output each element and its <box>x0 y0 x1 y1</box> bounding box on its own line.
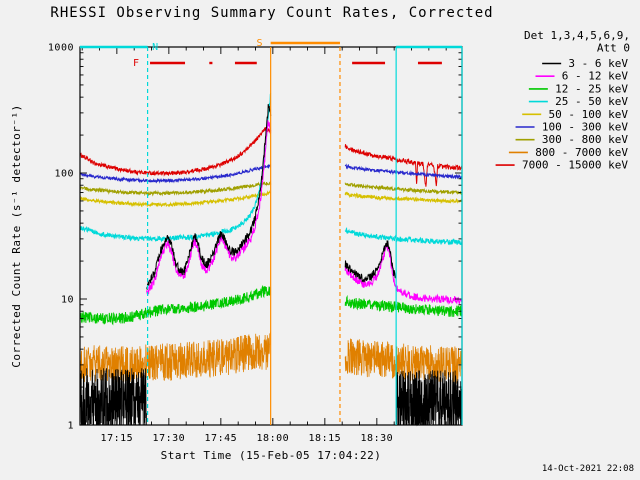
series-line-50-100 <box>344 191 463 205</box>
series-line-100-300 <box>79 163 271 184</box>
legend-label-100-300: 100 - 300 keV <box>542 121 628 134</box>
y-tick-label: 1 <box>67 421 74 432</box>
event-lines-group <box>146 47 463 425</box>
legend-label-300-800: 300 - 800 keV <box>542 133 628 146</box>
series-line-25-50 <box>344 227 463 246</box>
night-flag-label: N <box>152 42 158 53</box>
flag-bars-group: N F S <box>80 38 462 69</box>
series-line-100-300 <box>344 163 463 180</box>
series-line-800-7000 <box>79 331 271 384</box>
x-tick-label: 17:15 <box>101 433 134 444</box>
series-line-7000-15000 <box>79 127 272 177</box>
ticks-group: 17:15 17:30 17:45 18:00 18:15 18:30 1 10 100 1000 <box>48 43 462 444</box>
legend-label-3-6: 3 - 6 keV <box>568 57 628 70</box>
y-axis-label: Corrected Count Rate (s⁻¹ detector⁻¹) <box>10 104 23 368</box>
y-tick-label: 100 <box>54 169 74 180</box>
flare-flag-label: F <box>133 58 139 69</box>
legend-header-detectors: Det 1,3,4,5,6,9, <box>524 29 630 42</box>
legend-label-12-25: 12 - 25 keV <box>555 82 628 95</box>
series-line-300-800 <box>79 180 272 197</box>
y-tick-label: 10 <box>61 295 74 306</box>
legend-label-800-7000: 800 - 7000 keV <box>535 146 628 159</box>
y-tick-label: 1000 <box>48 43 74 54</box>
x-axis-label: Start Time (15-Feb-05 17:04:22) <box>161 449 382 462</box>
series-line-50-100 <box>79 190 272 208</box>
chart-title: RHESSI Observing Summary Count Rates, Co… <box>50 5 493 21</box>
x-tick-label: 18:15 <box>309 433 342 444</box>
x-tick-label: 18:00 <box>257 433 290 444</box>
series-line-3-6 <box>344 240 397 283</box>
legend-label-6-12: 6 - 12 keV <box>562 70 629 83</box>
series-line-300-800 <box>344 182 463 196</box>
x-tick-label: 18:30 <box>361 433 394 444</box>
series-line-3-6 <box>395 370 463 427</box>
legend-header-attenuator: Att 0 <box>597 42 630 55</box>
series-line-12-25 <box>344 294 463 317</box>
legend-label-7000-15000: 7000 - 15000 keV <box>522 159 628 172</box>
x-tick-label: 17:45 <box>205 433 238 444</box>
series-line-12-25 <box>79 284 272 326</box>
legend-label-50-100: 50 - 100 keV <box>549 108 629 121</box>
series-group <box>79 93 463 427</box>
creation-timestamp: 14-Oct-2021 22:08 <box>542 464 634 474</box>
series-line-25-50 <box>79 93 272 243</box>
series-line-800-7000 <box>344 338 463 384</box>
legend-label-25-50: 25 - 50 keV <box>555 95 628 108</box>
series-line-7000-15000 <box>344 144 463 187</box>
series-line-3-6 <box>146 104 272 290</box>
x-tick-label: 17:30 <box>153 433 186 444</box>
saa-flag-label: S <box>256 38 262 49</box>
series-line-6-12 <box>344 242 463 305</box>
